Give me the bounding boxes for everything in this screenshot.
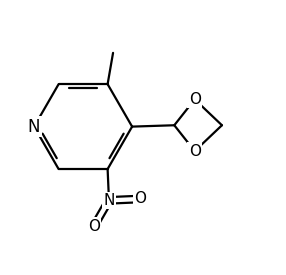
Text: N: N xyxy=(28,118,40,136)
Text: O: O xyxy=(189,92,201,107)
Text: O: O xyxy=(88,219,100,234)
Text: O: O xyxy=(134,191,146,207)
Text: N: N xyxy=(103,193,115,208)
Text: O: O xyxy=(189,144,201,159)
